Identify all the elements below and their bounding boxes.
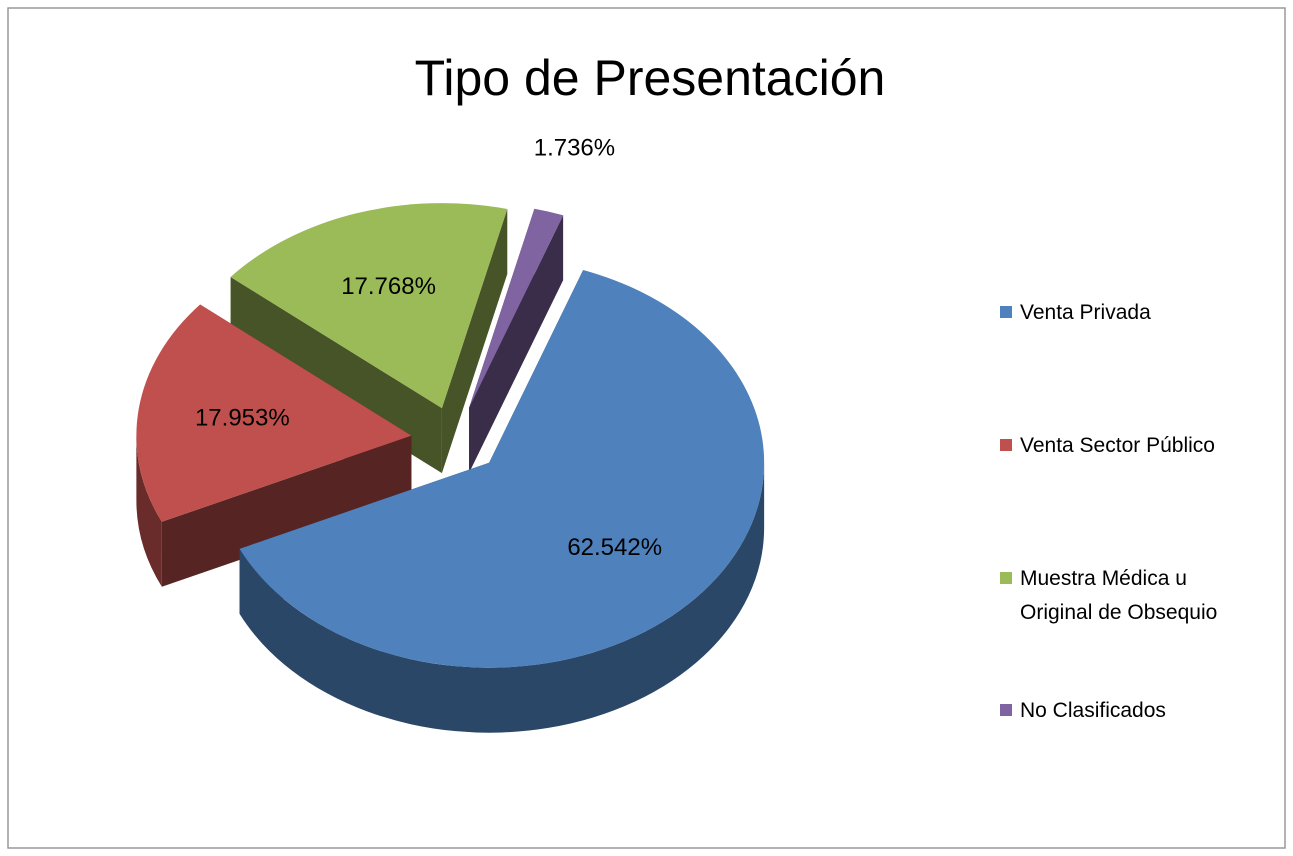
- legend-item: Muestra Médica u Original de Obsequio: [1000, 566, 1250, 630]
- legend-swatch: [1000, 439, 1012, 451]
- slice: [136, 304, 412, 587]
- legend-label: Venta Privada: [1020, 301, 1151, 324]
- legend-label: No Clasificados: [1020, 699, 1166, 722]
- legend-item: Venta Privada: [1000, 300, 1250, 330]
- slice-top: [239, 270, 765, 668]
- legend-swatch: [1000, 572, 1012, 584]
- legend-label: Muestra Médica u Original de Obsequio: [1020, 567, 1218, 624]
- slice-top: [136, 304, 412, 522]
- slice-wall: [469, 215, 564, 473]
- slice-side: [136, 435, 162, 587]
- slice: [239, 270, 765, 733]
- legend-swatch: [1000, 306, 1012, 318]
- legend-item: No Clasificados: [1000, 698, 1250, 728]
- chart-title: Tipo de Presentación: [415, 50, 886, 106]
- legend-swatch: [1000, 704, 1012, 716]
- slice-top: [230, 203, 508, 409]
- legend-item: Venta Sector Público: [1000, 433, 1250, 463]
- slice-wall: [441, 209, 508, 474]
- data-label: 17.953%: [195, 404, 290, 431]
- slice-side: [239, 462, 765, 733]
- data-label: 1.736%: [534, 134, 615, 161]
- slice-top: [469, 208, 564, 408]
- data-label: 62.542%: [567, 534, 662, 561]
- legend-label: Venta Sector Público: [1020, 434, 1215, 457]
- data-label: 17.768%: [341, 273, 436, 300]
- slice: [469, 208, 564, 473]
- slice-wall: [161, 435, 412, 587]
